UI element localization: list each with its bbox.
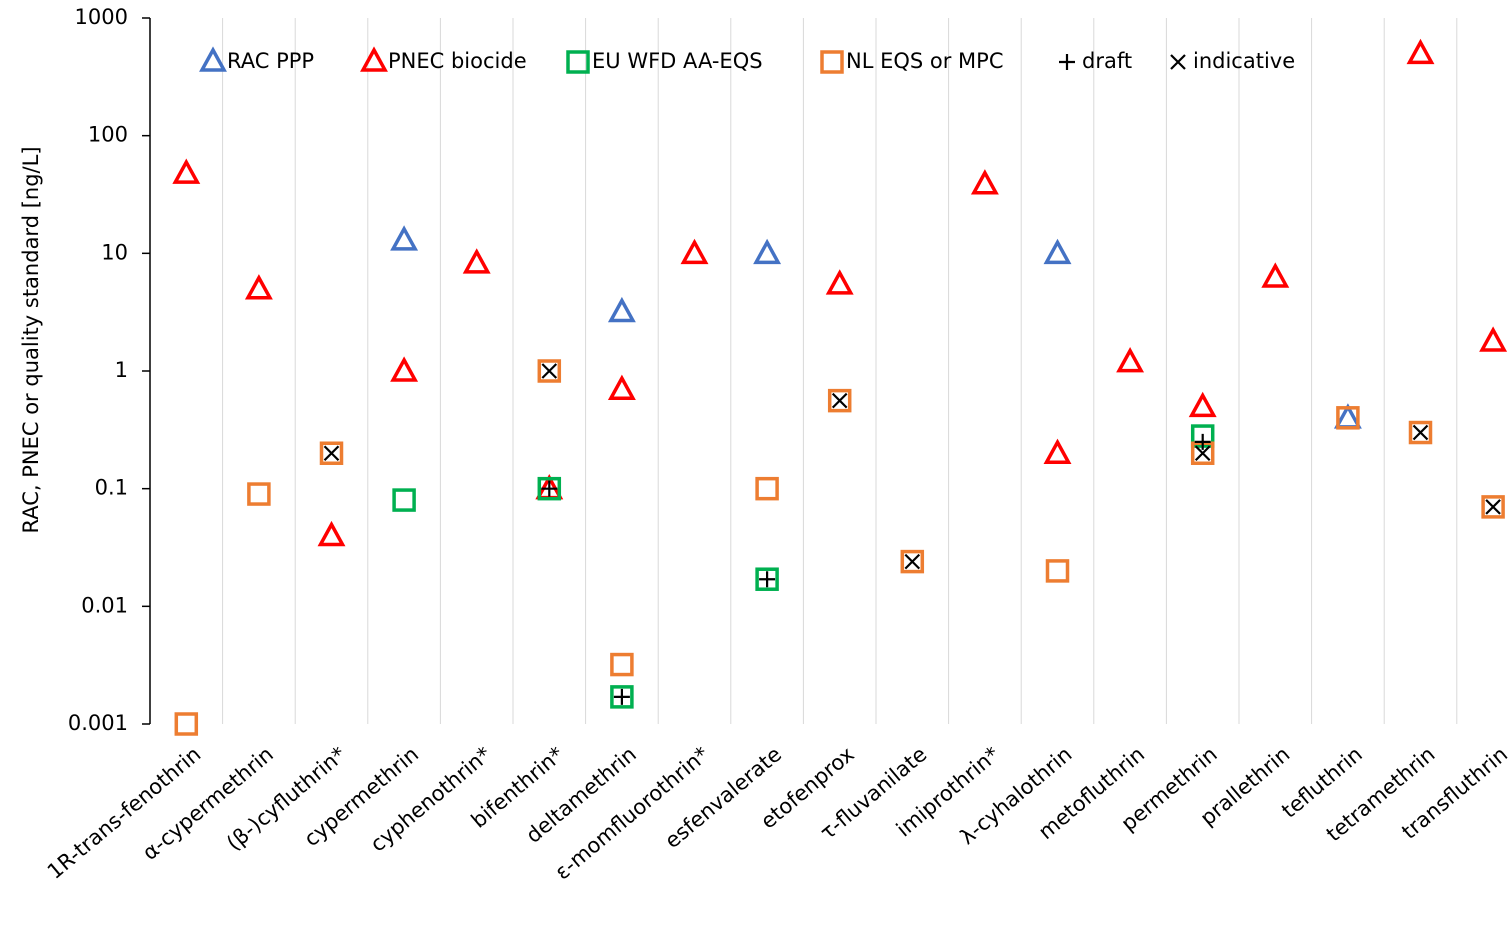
square-marker: [537, 359, 562, 383]
triangle-marker: [1116, 347, 1145, 373]
y-tick-label: 0.001: [68, 711, 128, 735]
legend-label: EU WFD AA-EQS: [592, 49, 763, 73]
cross-marker: [1485, 499, 1501, 515]
legend-label: RAC PPP: [227, 49, 314, 73]
triangle-marker: [1406, 38, 1435, 65]
cross-marker: [1194, 445, 1211, 462]
y-tick-label: 100: [88, 123, 128, 147]
cross-marker: [1170, 54, 1186, 70]
legend-label: PNEC biocide: [388, 49, 527, 73]
square-marker: [1481, 495, 1505, 519]
cross-marker: [541, 363, 558, 379]
triangle-marker: [753, 238, 782, 265]
legend-label: indicative: [1193, 49, 1295, 73]
square-marker: [610, 652, 634, 677]
cross-marker: [323, 445, 340, 462]
legend-label: draft: [1082, 49, 1132, 73]
square-marker: [1336, 406, 1360, 430]
square-marker: [247, 482, 271, 506]
y-tick-label: 0.1: [95, 476, 128, 500]
square-marker: [1045, 559, 1070, 583]
y-tick-label: 10: [101, 240, 128, 264]
triangle-marker: [462, 248, 491, 274]
triangle-marker: [390, 225, 419, 251]
triangle-marker: [825, 269, 854, 295]
plus-marker: [1059, 54, 1075, 70]
square-marker: [174, 712, 199, 736]
square-marker: [319, 441, 344, 465]
y-tick-label: 1: [115, 358, 128, 382]
triangle-marker: [172, 158, 201, 184]
triangle-marker: [970, 169, 999, 195]
triangle-marker: [360, 46, 388, 72]
plus-marker: [1194, 433, 1211, 450]
plus-marker: [759, 571, 776, 588]
square-marker: [755, 476, 779, 501]
y-tick-label: 0.01: [81, 593, 128, 617]
cross-marker: [1412, 424, 1429, 441]
y-tick-label: 1000: [75, 5, 128, 29]
triangle-marker: [1479, 326, 1508, 352]
plus-marker: [613, 688, 630, 705]
triangle-marker: [607, 296, 636, 323]
plus-marker: [541, 480, 558, 497]
square-marker: [827, 388, 852, 413]
square-marker: [755, 567, 779, 591]
triangle-marker: [199, 46, 227, 72]
square-marker: [610, 685, 634, 709]
square-marker: [537, 476, 562, 501]
square-marker: [820, 50, 844, 74]
triangle-marker: [1188, 391, 1217, 418]
triangle-marker: [607, 374, 636, 400]
square-marker: [900, 549, 925, 574]
triangle-marker: [244, 274, 273, 300]
square-marker: [392, 488, 416, 512]
triangle-marker: [1043, 438, 1072, 464]
square-marker: [1408, 420, 1433, 445]
triangle-marker: [1043, 238, 1072, 265]
cross-marker: [904, 553, 921, 570]
x-tick-label: cyphenothrin*: [366, 742, 496, 856]
y-axis-label: RAC, PNEC or quality standard [ng/L]: [19, 146, 43, 533]
x-tick-label: α-cypermethrin: [138, 742, 278, 865]
triangle-marker: [680, 238, 709, 265]
triangle-marker: [1261, 262, 1290, 288]
triangle-marker: [390, 356, 419, 382]
legend-label: NL EQS or MPC: [846, 49, 1004, 73]
cross-marker: [831, 392, 848, 409]
triangle-marker: [1333, 403, 1362, 429]
triangle-marker: [317, 520, 346, 547]
square-marker: [566, 50, 590, 74]
